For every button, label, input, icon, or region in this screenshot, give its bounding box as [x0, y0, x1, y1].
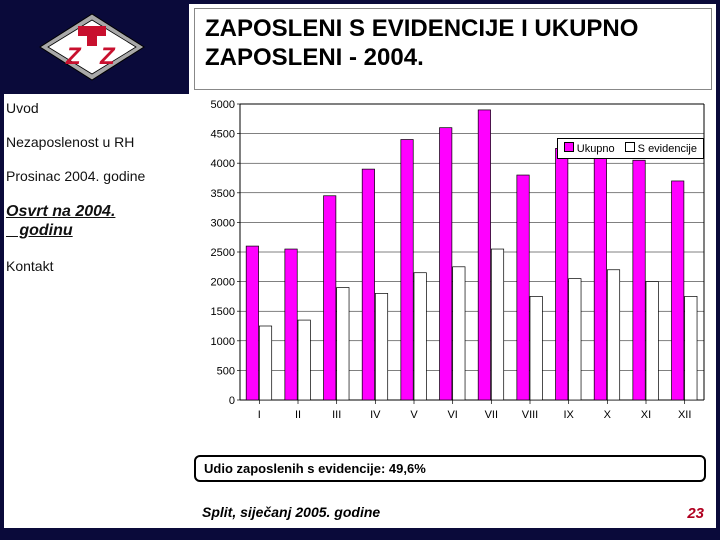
legend-label: Ukupno	[577, 143, 615, 155]
sidebar-nav: Uvod Nezaposlenost u RH Prosinac 2004. god…	[6, 98, 186, 276]
svg-text:Z: Z	[65, 43, 82, 70]
svg-text:Z: Z	[99, 43, 116, 70]
nav-item-0[interactable]: Uvod	[6, 98, 186, 118]
nav-item-3[interactable]: Osvrt na 2004. godinu	[6, 200, 186, 242]
y-tick-label: 1000	[211, 336, 235, 348]
bar-ukupno-IX	[556, 148, 568, 400]
y-tick-label: 2500	[211, 247, 235, 259]
logo-panel: Z Z	[4, 4, 189, 94]
bar-s-evidencije-IX	[569, 279, 581, 400]
bar-s-evidencije-VIII	[530, 296, 542, 400]
legend-label: S evidencije	[638, 143, 697, 155]
y-tick-label: 5000	[211, 99, 235, 111]
y-tick-label: 3500	[211, 188, 235, 200]
bar-ukupno-II	[285, 249, 297, 400]
x-tick-label: XII	[678, 409, 691, 421]
y-tick-label: 3000	[211, 217, 235, 229]
bar-s-evidencije-I	[259, 326, 271, 400]
legend-item-0: Ukupno	[564, 142, 615, 155]
x-tick-label: V	[410, 409, 418, 421]
bar-ukupno-III	[324, 196, 336, 400]
bar-ukupno-I	[246, 246, 258, 400]
x-tick-label: I	[258, 409, 261, 421]
bar-s-evidencije-XI	[646, 282, 658, 400]
footer-location-date: Split, siječanj 2005. godine	[202, 504, 380, 520]
legend-swatch	[564, 142, 574, 152]
x-tick-label: II	[295, 409, 301, 421]
y-tick-label: 500	[217, 365, 235, 377]
legend-item-1: S evidencije	[625, 142, 697, 155]
hzz-logo: Z Z	[32, 12, 152, 82]
nav-item-1[interactable]: Nezaposlenost u RH	[6, 132, 186, 152]
bar-s-evidencije-V	[414, 273, 426, 400]
bar-ukupno-VI	[440, 128, 452, 400]
bar-s-evidencije-IV	[375, 293, 387, 400]
bar-s-evidencije-VII	[491, 249, 503, 400]
bar-ukupno-IV	[362, 169, 374, 400]
footer-callout: Udio zaposlenih s evidencije: 49,6%	[194, 455, 706, 482]
bar-s-evidencije-II	[298, 320, 310, 400]
x-tick-label: VI	[447, 409, 457, 421]
y-tick-label: 1500	[211, 306, 235, 318]
bar-ukupno-VIII	[517, 175, 529, 400]
x-tick-label: VII	[485, 409, 498, 421]
bar-s-evidencije-X	[607, 270, 619, 400]
bar-ukupno-X	[594, 140, 606, 400]
bar-ukupno-XI	[633, 160, 645, 400]
chart-container: 0 500 1000 1500 2000 2500 3000 3500 4000 4500 5000…	[192, 98, 712, 428]
y-tick-label: 2000	[211, 277, 235, 289]
x-tick-label: X	[604, 409, 612, 421]
bar-ukupno-V	[401, 140, 413, 400]
y-tick-label: 4000	[211, 158, 235, 170]
x-tick-label: III	[332, 409, 341, 421]
legend-swatch	[625, 142, 635, 152]
bottom-strip	[4, 528, 716, 536]
bar-ukupno-XII	[672, 181, 684, 400]
nav-item-4[interactable]: Kontakt	[6, 256, 186, 276]
bar-ukupno-VII	[478, 110, 490, 400]
bar-s-evidencije-XII	[685, 296, 697, 400]
nav-item-2[interactable]: Prosinac 2004. godine	[6, 166, 186, 186]
bar-s-evidencije-VI	[453, 267, 465, 400]
x-tick-label: VIII	[522, 409, 539, 421]
x-tick-label: IX	[563, 409, 574, 421]
bar-s-evidencije-III	[337, 288, 349, 400]
page-number: 23	[687, 505, 704, 522]
x-tick-label: IV	[370, 409, 381, 421]
y-tick-label: 4500	[211, 129, 235, 141]
slide-title: ZAPOSLENI S EVIDENCIJE I UKUPNO ZAPOSLEN…	[194, 8, 712, 90]
chart-legend: Ukupno S evidencije	[557, 138, 704, 159]
y-tick-label: 0	[229, 395, 235, 407]
slide: Z Z ZAPOSLENI S EVIDENCIJE I UKUPNO ZAPO…	[0, 0, 720, 540]
x-tick-label: XI	[641, 409, 651, 421]
